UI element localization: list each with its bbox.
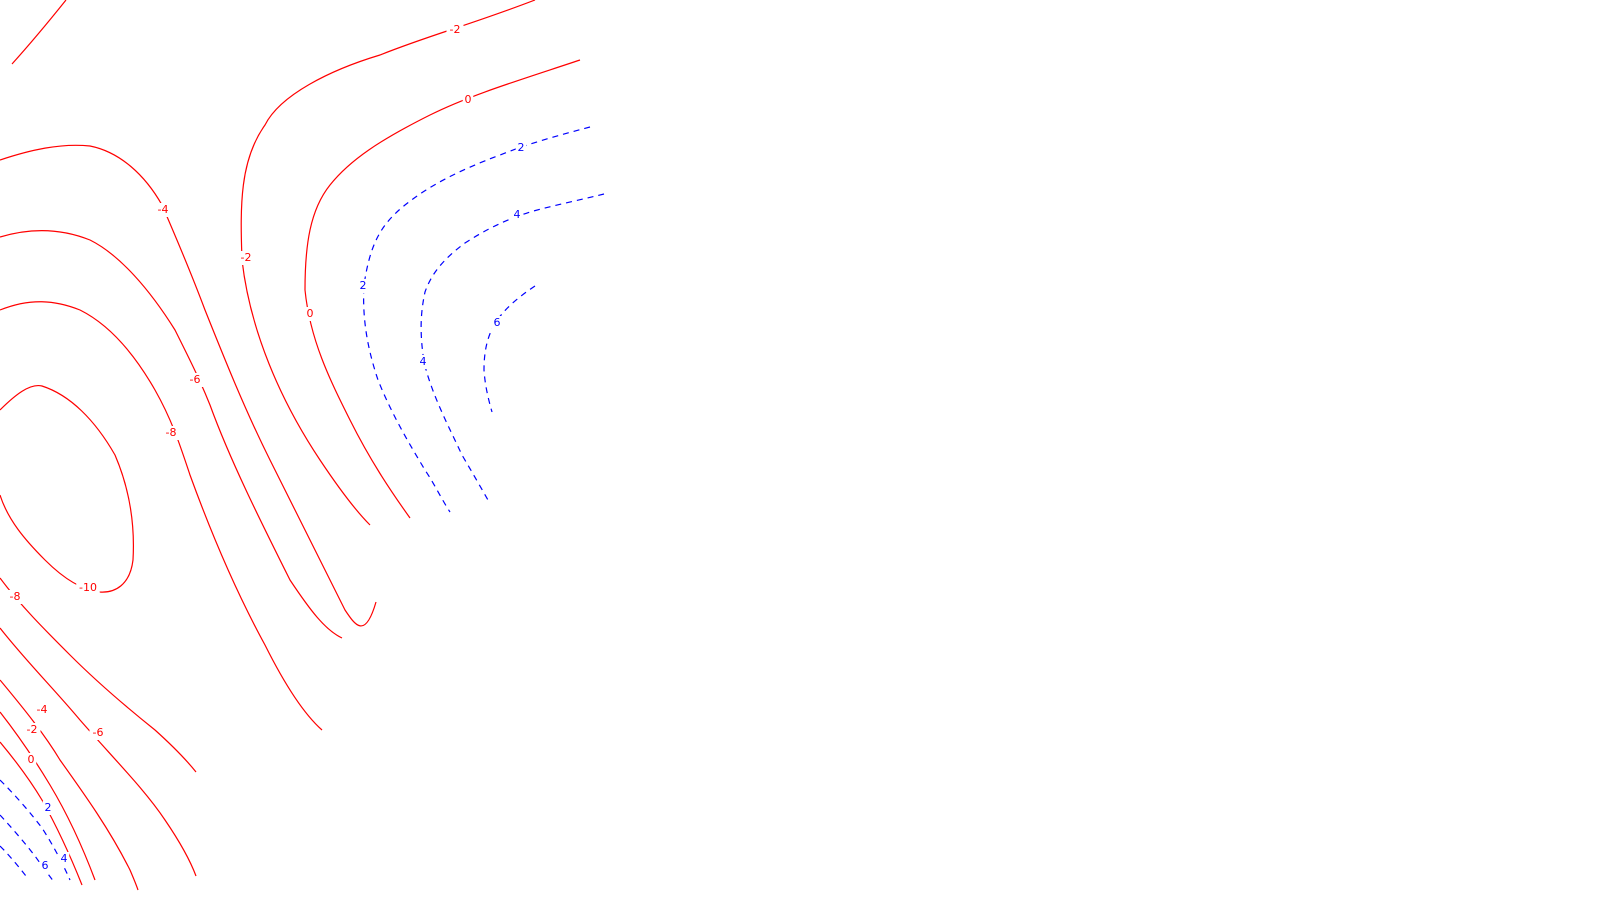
contour-label-background [58,852,70,866]
contour-label: 4 [420,355,427,368]
contour-line-level-4-16 [0,814,55,883]
contour-line-level-4-4 [420,193,605,501]
contour-label: -8 [10,590,21,603]
contour-label-background [511,208,523,222]
contour-line-level-neg2-13 [0,711,96,881]
contour-label-background [89,726,107,740]
contour-label-background [6,590,24,604]
contour-label-background [162,426,180,440]
contour-label-background [462,93,474,107]
contour-label: 6 [42,859,49,872]
contour-label-background [186,373,204,387]
contour-label: -2 [241,251,252,264]
contour-label: 2 [360,279,367,292]
contour-label: -6 [190,373,201,386]
contour-line-level-neg2-1 [240,0,536,526]
contour-label-background [42,801,54,815]
contour-line-level-neg10-9 [0,384,134,593]
contour-label: -2 [450,23,461,36]
contour-line-level-neg4-6 [0,144,377,627]
contour-label-background [154,203,172,217]
contour-label: 4 [514,208,521,221]
contour-line-level-neg8-8 [0,301,323,731]
contour-label: 0 [465,93,472,106]
contour-line-level-neg6-11 [0,627,197,877]
contour-label: -4 [37,703,48,716]
contour-label: -2 [27,723,38,736]
contour-label: 0 [307,307,314,320]
contour-line-level-neg6-7 [0,230,343,639]
contour-label-background [25,753,37,767]
contour-label-background [357,279,369,293]
contour-label: 4 [61,852,68,865]
contour-line-level-2-3 [363,126,591,513]
contour-label-background [237,251,255,265]
contour-label: -4 [158,203,169,216]
contour-line-level-6-5 [483,285,536,413]
contour-label-background [304,307,316,321]
contour-label-background [76,581,100,595]
contour-label-background [417,355,429,369]
contour-label: 0 [28,753,35,766]
contour-label-background [39,859,51,873]
contour-label-background [515,141,527,155]
contour-lines [0,0,605,891]
contour-label: 6 [494,316,501,329]
contour-label: -10 [79,581,97,594]
contour-label-background [23,723,41,737]
contour-label: 2 [518,141,525,154]
contour-label-background [33,703,51,717]
contour-line-level-neg2-0 [11,0,67,65]
contour-line-level-0-2 [304,59,581,519]
contour-line-level-6-17 [0,845,27,877]
contour-line-level-neg8-10 [0,577,197,773]
contour-label: -6 [93,726,104,739]
contour-label: 2 [45,801,52,814]
contour-line-level-neg4-12 [0,679,139,891]
contour-label: -8 [166,426,177,439]
contour-label-background [491,316,503,330]
contour-line-level-0-14 [0,741,83,886]
contour-label-background [446,23,464,37]
